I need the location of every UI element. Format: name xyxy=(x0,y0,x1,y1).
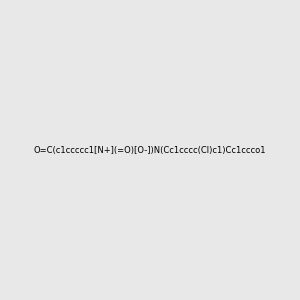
Text: O=C(c1ccccc1[N+](=O)[O-])N(Cc1cccc(Cl)c1)Cc1ccco1: O=C(c1ccccc1[N+](=O)[O-])N(Cc1cccc(Cl)c1… xyxy=(34,146,266,154)
